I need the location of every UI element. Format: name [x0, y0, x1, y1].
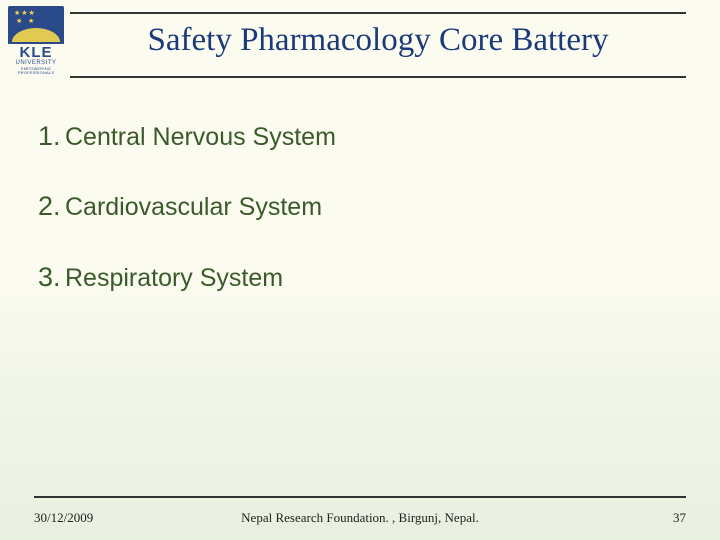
footer: 30/12/2009 Nepal Research Foundation. , … — [34, 510, 686, 526]
footer-rule — [34, 496, 686, 498]
item-text: Central Nervous System — [65, 123, 336, 151]
title-rule-top — [70, 12, 686, 14]
item-number: 1. — [38, 121, 61, 151]
logo-name: KLE — [8, 45, 64, 60]
logo-tagline: EMPOWERING PROFESSIONALS — [8, 67, 64, 77]
item-text: Cardiovascular System — [65, 193, 322, 221]
item-number: 2. — [38, 191, 61, 221]
item-number: 3. — [38, 262, 61, 292]
logo-swoosh — [12, 28, 60, 42]
content-list: 1. Central Nervous System 2. Cardiovascu… — [38, 120, 682, 331]
list-item: 2. Cardiovascular System — [38, 190, 682, 222]
logo-text: KLE UNIVERSITY EMPOWERING PROFESSIONALS — [8, 45, 64, 76]
logo-emblem — [8, 6, 64, 44]
header: KLE UNIVERSITY EMPOWERING PROFESSIONALS … — [0, 0, 720, 8]
list-item: 3. Respiratory System — [38, 261, 682, 293]
logo: KLE UNIVERSITY EMPOWERING PROFESSIONALS — [8, 6, 64, 76]
item-text: Respiratory System — [65, 264, 283, 292]
footer-center: Nepal Research Foundation. , Birgunj, Ne… — [34, 510, 686, 526]
list-item: 1. Central Nervous System — [38, 120, 682, 152]
slide-title: Safety Pharmacology Core Battery — [70, 22, 686, 59]
title-rule-bottom — [70, 76, 686, 78]
